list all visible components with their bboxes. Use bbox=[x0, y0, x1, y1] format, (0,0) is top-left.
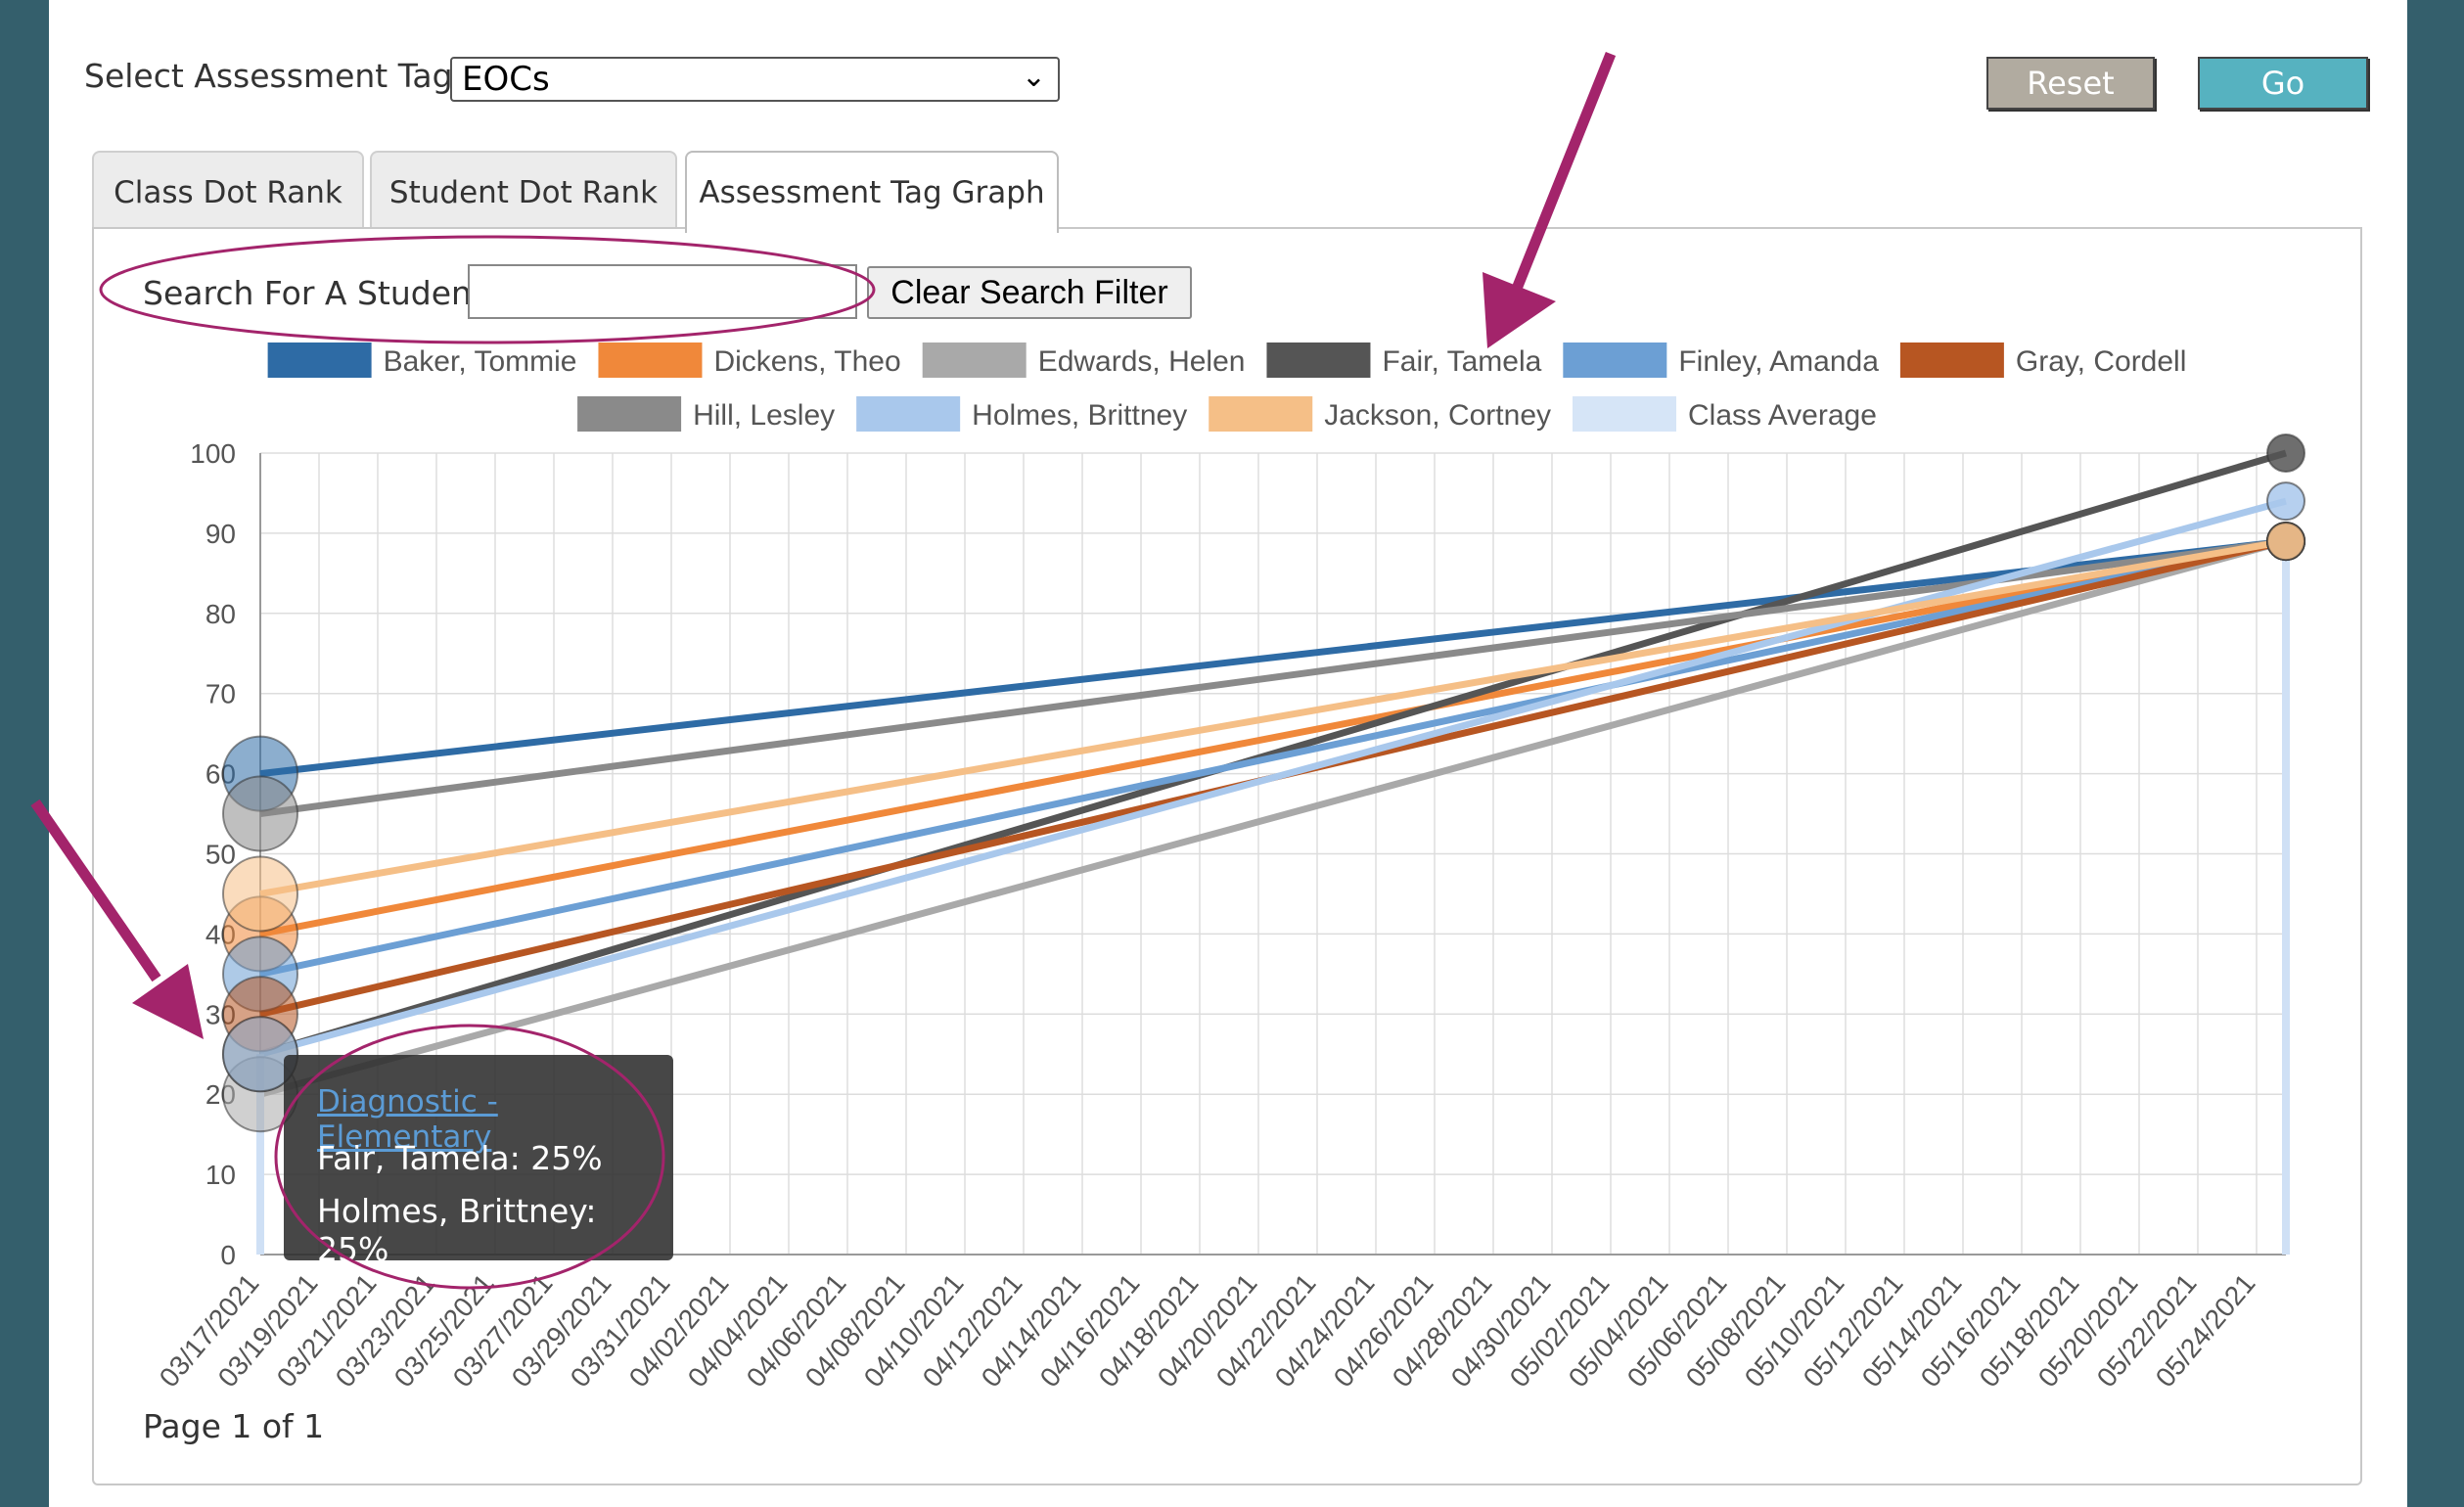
y-tick-label: 90 bbox=[205, 519, 236, 549]
series-line bbox=[259, 537, 2287, 978]
chart-tooltip: Diagnostic - Elementary Fair, Tamela: 25… bbox=[284, 1055, 673, 1268]
y-tick-label: 50 bbox=[205, 840, 236, 870]
legend-swatch bbox=[922, 342, 1027, 378]
y-tick-label: 80 bbox=[205, 599, 236, 629]
series-line bbox=[259, 449, 2287, 1058]
legend-swatch bbox=[1266, 342, 1371, 378]
series-line bbox=[259, 537, 2287, 937]
legend-swatch bbox=[598, 342, 703, 378]
data-point-end bbox=[2266, 434, 2305, 473]
data-point-start bbox=[222, 775, 298, 852]
legend-label: Baker, Tommie bbox=[384, 345, 577, 378]
legend-swatch bbox=[1209, 396, 1313, 432]
legend-label: Class Average bbox=[1688, 399, 1877, 432]
tooltip-line: Holmes, Brittney: 25% bbox=[317, 1192, 597, 1268]
legend-label: Gray, Cordell bbox=[2016, 345, 2187, 378]
legend-swatch bbox=[577, 396, 682, 432]
legend-swatch bbox=[1573, 396, 1677, 432]
go-button[interactable]: Go bbox=[2198, 57, 2368, 110]
left-border bbox=[0, 0, 49, 1507]
data-point-start bbox=[222, 855, 298, 933]
legend-label: Holmes, Brittney bbox=[972, 399, 1187, 432]
legend-label: Edwards, Helen bbox=[1038, 345, 1246, 378]
series-line bbox=[259, 537, 2287, 897]
legend-swatch bbox=[1563, 342, 1667, 378]
tab-class-dot-rank[interactable]: Class Dot Rank bbox=[92, 151, 364, 229]
legend-label: Fair, Tamela bbox=[1382, 345, 1541, 378]
legend-swatch bbox=[1899, 342, 2004, 378]
y-tick-label: 10 bbox=[205, 1160, 236, 1190]
legend-label: Finley, Amanda bbox=[1678, 345, 1879, 378]
reset-button[interactable]: Reset bbox=[1986, 57, 2155, 110]
assessment-tag-value: EOCs bbox=[462, 60, 550, 99]
legend-swatch bbox=[267, 342, 372, 378]
y-tick-label: 100 bbox=[190, 438, 236, 469]
series-line bbox=[259, 537, 2287, 818]
tab-assessment-tag-graph[interactable]: Assessment Tag Graph bbox=[685, 151, 1059, 233]
legend-label: Hill, Lesley bbox=[693, 399, 835, 432]
legend-label: Dickens, Theo bbox=[713, 345, 900, 378]
assessment-tag-select[interactable]: EOCs ⌄ bbox=[450, 57, 1060, 102]
tab-student-dot-rank[interactable]: Student Dot Rank bbox=[370, 151, 677, 229]
assessment-tag-label: Select Assessment Tag: bbox=[84, 57, 464, 95]
legend-swatch bbox=[856, 396, 961, 432]
tooltip-line: Fair, Tamela: 25% bbox=[317, 1139, 603, 1177]
y-tick-label: 0 bbox=[220, 1240, 236, 1270]
series-line bbox=[259, 537, 2287, 778]
series-line bbox=[259, 537, 2287, 1098]
clear-search-filter-button[interactable]: Clear Search Filter bbox=[867, 266, 1192, 319]
legend-label: Jackson, Cortney bbox=[1324, 399, 1551, 432]
data-point-end bbox=[2266, 522, 2305, 562]
series-line bbox=[259, 497, 2287, 1058]
data-point-end bbox=[2266, 481, 2305, 522]
chevron-down-icon: ⌄ bbox=[1021, 60, 1046, 94]
pagination-text: Page 1 of 1 bbox=[143, 1407, 325, 1445]
y-tick-label: 70 bbox=[205, 679, 236, 709]
right-border bbox=[2407, 0, 2464, 1507]
